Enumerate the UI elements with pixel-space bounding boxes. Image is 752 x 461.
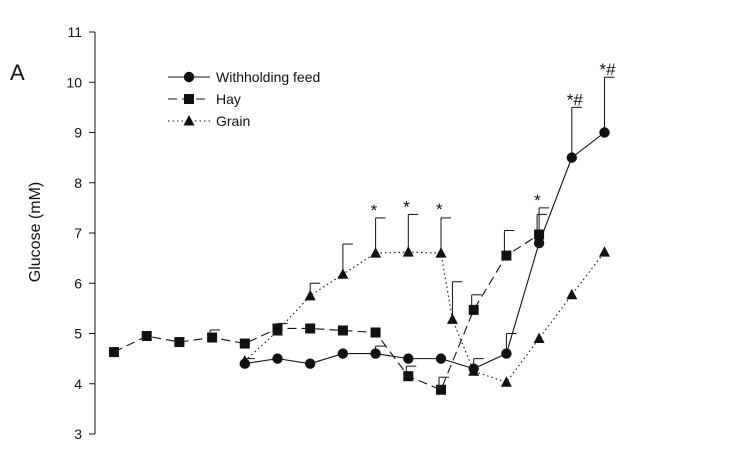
series-grain xyxy=(239,213,610,387)
legend-marker xyxy=(183,115,195,126)
data-point xyxy=(500,376,512,387)
series-withholding-feed xyxy=(239,76,615,374)
legend-marker xyxy=(183,71,195,83)
y-tick-label: 9 xyxy=(74,125,82,141)
data-point xyxy=(403,353,414,364)
series-layer xyxy=(109,76,615,395)
data-point xyxy=(501,348,512,359)
data-point xyxy=(109,347,119,358)
data-point xyxy=(435,353,447,364)
data-point xyxy=(305,323,316,334)
data-point xyxy=(534,229,545,240)
significance-mark: *# xyxy=(567,90,584,109)
legend-label: Grain xyxy=(216,113,250,129)
significance-mark: * xyxy=(534,191,541,210)
data-point xyxy=(304,289,316,301)
series-line xyxy=(244,251,605,383)
y-tick-label: 8 xyxy=(74,175,82,191)
series-line xyxy=(244,132,605,370)
y-tick-label: 11 xyxy=(67,24,82,40)
significance-mark: *# xyxy=(600,60,617,79)
legend-label: Withholding feed xyxy=(216,69,320,85)
series-hay xyxy=(109,213,548,395)
annotation-layer: * * * * *# *# xyxy=(371,60,617,220)
data-point xyxy=(305,358,316,369)
data-point xyxy=(272,324,283,336)
data-point xyxy=(370,327,381,338)
data-point xyxy=(207,332,218,343)
data-point xyxy=(337,325,348,336)
data-point xyxy=(599,246,610,257)
data-point xyxy=(272,353,283,364)
data-point xyxy=(403,371,414,382)
data-point xyxy=(436,384,446,395)
y-tick-label: 3 xyxy=(74,426,82,442)
data-point xyxy=(174,337,185,348)
data-point xyxy=(566,288,578,300)
y-axis-title: Glucose (mM) xyxy=(27,182,44,282)
series-line xyxy=(113,234,540,391)
data-point xyxy=(402,246,414,257)
legend: Withholding feed Hay Grain xyxy=(168,69,320,129)
significance-mark: * xyxy=(436,200,443,219)
data-point xyxy=(435,247,447,258)
legend-marker xyxy=(184,94,194,104)
data-point xyxy=(370,247,382,258)
data-point xyxy=(599,127,610,138)
data-point xyxy=(446,313,458,324)
data-point xyxy=(370,348,381,359)
data-point xyxy=(501,250,512,261)
data-point xyxy=(239,355,251,366)
y-tick-label: 5 xyxy=(74,326,82,342)
y-axis-ticks: 3 4 5 6 7 8 9 10 11 xyxy=(66,24,95,442)
data-point xyxy=(337,268,349,279)
data-point xyxy=(141,331,152,342)
y-tick-label: 4 xyxy=(74,376,82,392)
significance-mark: * xyxy=(371,201,378,220)
data-point xyxy=(533,332,545,344)
data-point xyxy=(566,152,577,163)
data-point xyxy=(239,338,250,349)
data-point xyxy=(337,348,349,359)
panel-label: A xyxy=(10,60,25,85)
y-tick-label: 10 xyxy=(66,74,82,90)
data-point xyxy=(468,304,479,315)
data-point xyxy=(468,365,480,376)
significance-mark: * xyxy=(403,197,410,216)
data-point xyxy=(533,237,545,249)
y-tick-label: 6 xyxy=(74,275,82,291)
y-tick-label: 7 xyxy=(74,225,82,241)
legend-label: Hay xyxy=(216,91,241,107)
